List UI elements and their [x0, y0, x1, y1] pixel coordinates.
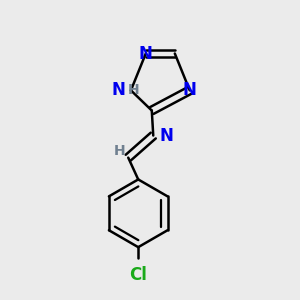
- Text: H: H: [114, 144, 126, 158]
- Text: Cl: Cl: [129, 266, 147, 284]
- Text: N: N: [112, 81, 126, 99]
- Text: N: N: [160, 127, 174, 145]
- Text: H: H: [128, 83, 140, 98]
- Text: N: N: [139, 44, 153, 62]
- Text: N: N: [183, 81, 196, 99]
